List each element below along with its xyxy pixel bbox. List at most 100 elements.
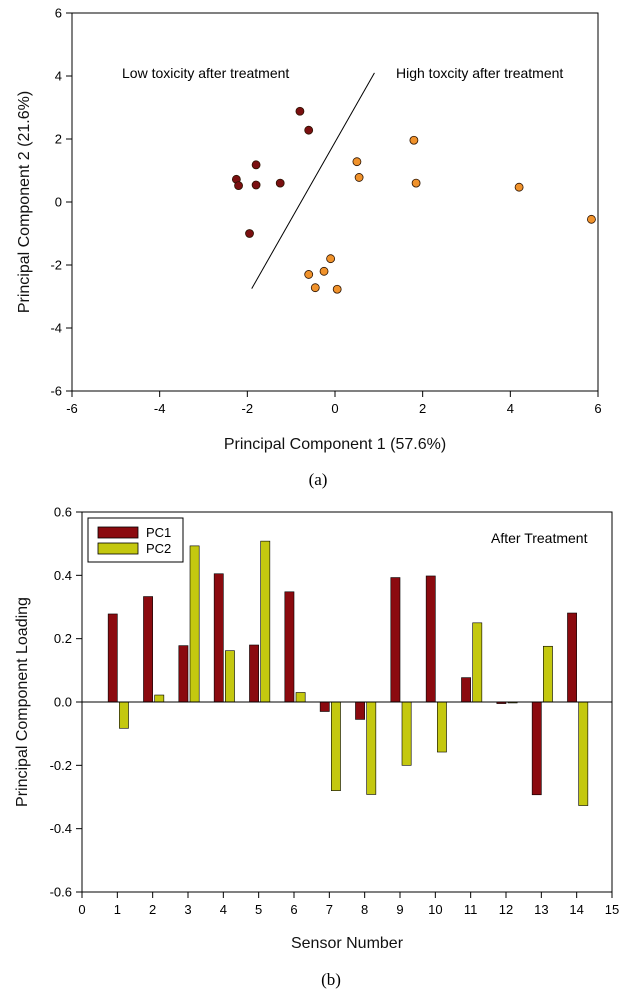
bar-pc2-sensor-6: [295, 692, 306, 703]
bar-pc2-sensor-3: [189, 545, 200, 703]
scatter-panel: -6 -4 -2 0 2 4 6 -6 -4 -2 0 2 4 6 Low toxicity after …: [16, 6, 602, 490]
x-tick-label: -4: [154, 401, 166, 416]
legend: PC1 PC2: [87, 517, 184, 563]
x-tick-label: 14: [569, 902, 583, 917]
bar-pc2-sensor-7: [331, 701, 341, 791]
x-tick-label: 2: [149, 902, 156, 917]
point-high-toxicity: [587, 214, 596, 224]
y-tick-label: 0.2: [54, 631, 72, 646]
x-tick-label: 11: [464, 902, 478, 917]
divider-line: [251, 72, 375, 289]
bar-pc2-sensor-1: [119, 701, 129, 729]
x-tick-label: 5: [255, 902, 262, 917]
bar-panel: 0 1 2 3 4 5 6 7 8 9 10 11 12 13 14 15-0.6-0.4-0.20.00.2…: [14, 505, 619, 990]
x-tick-label: 0: [331, 401, 338, 416]
x-tick-label: 7: [326, 902, 333, 917]
bar-pc1-sensor-3: [178, 645, 189, 703]
point-high-toxicity: [304, 270, 314, 279]
point-high-toxicity: [354, 173, 364, 182]
y-tick-label: 6: [55, 6, 62, 21]
bar-pc1-sensor-7: [319, 701, 330, 712]
legend-label-pc1: PC1: [146, 525, 171, 540]
bar-pc2-sensor-5: [260, 540, 271, 703]
y-tick-label: -0.2: [50, 758, 72, 773]
y-tick-label: -0.6: [50, 885, 72, 900]
bar-pc2-sensor-10: [437, 701, 447, 753]
panel-label-a: (a): [309, 470, 328, 489]
bar-pc1-sensor-11: [461, 677, 471, 703]
bars: [107, 540, 589, 806]
x-tick-label: 6: [290, 902, 297, 917]
x-tick-label: 2: [419, 401, 426, 416]
bar-pc1-sensor-6: [284, 591, 295, 703]
bar-pc1-sensor-1: [107, 613, 118, 703]
y-tick-label: -4: [50, 321, 62, 336]
y-tick-label: -2: [50, 258, 62, 273]
point-high-toxicity: [514, 182, 524, 192]
point-high-toxicity: [411, 178, 421, 188]
y-tick-label: 0.0: [54, 695, 72, 710]
bar-pc2-sensor-4: [225, 650, 235, 703]
bar-pc2-sensor-9: [401, 701, 412, 766]
panel-label-b: (b): [321, 970, 341, 989]
x-tick-label: 12: [499, 902, 513, 917]
x-tick-label: 6: [594, 401, 601, 416]
scatter-points: [231, 106, 596, 294]
x-tick-label: 9: [396, 902, 403, 917]
bar-pc1-sensor-10: [425, 575, 436, 703]
x-tick-label: 4: [507, 401, 514, 416]
y-tick-label: -0.4: [50, 821, 72, 836]
bar-ticks: 0 1 2 3 4 5 6 7 8 9 10 11 12 13 14 15-0.6-0.4-0.20.00.2…: [50, 505, 620, 918]
y-tick-label: -6: [50, 384, 62, 399]
x-tick-label: -2: [242, 401, 254, 416]
x-tick-label: 13: [534, 902, 548, 917]
y-tick-label: 0.4: [54, 568, 72, 583]
x-axis-title: Principal Component 1 (57.6%): [224, 436, 446, 453]
x-axis-title: Sensor Number: [291, 935, 404, 952]
legend-swatch-pc1: [97, 526, 139, 539]
y-tick-label: 2: [55, 132, 62, 147]
x-tick-label: 3: [184, 902, 191, 917]
point-low-toxicity: [251, 180, 261, 190]
point-high-toxicity: [319, 266, 329, 276]
point-low-toxicity: [295, 106, 305, 116]
x-tick-label: 10: [428, 902, 442, 917]
point-low-toxicity: [245, 229, 254, 238]
point-high-toxicity: [310, 283, 320, 293]
annotation-after-treatment: After Treatment: [491, 530, 588, 546]
legend-frame: [87, 517, 184, 563]
bar-pc2-sensor-13: [543, 645, 553, 703]
bar-pc2-sensor-8: [366, 701, 377, 795]
point-low-toxicity: [275, 178, 285, 188]
point-high-toxicity: [352, 157, 362, 167]
bar-pc2-sensor-2: [154, 694, 165, 703]
bar-pc1-sensor-2: [143, 596, 153, 703]
point-low-toxicity: [234, 181, 243, 191]
point-high-toxicity: [326, 254, 336, 264]
bar-pc1-sensor-14: [567, 612, 577, 703]
x-tick-label: 1: [114, 902, 121, 917]
y-tick-label: 4: [55, 69, 62, 84]
bar-pc1-sensor-13: [531, 701, 542, 796]
y-axis-title: Principal Component Loading: [14, 597, 31, 807]
annotation-low-toxicity: Low toxicity after treatment: [122, 65, 289, 81]
point-high-toxicity: [409, 135, 419, 145]
y-tick-label: 0: [55, 195, 62, 210]
x-tick-label: 8: [361, 902, 368, 917]
legend-swatch-pc2: [97, 542, 139, 555]
y-axis-title: Principal Component 2 (21.6%): [16, 91, 33, 313]
x-tick-label: 0: [78, 902, 85, 917]
point-high-toxicity: [332, 284, 342, 294]
bar-pc1-sensor-5: [249, 644, 259, 703]
x-tick-label: 15: [605, 902, 619, 917]
scatter-ticks: -6 -4 -2 0 2 4 6 -6 -4 -2 0 2 4 6: [50, 6, 601, 417]
point-low-toxicity: [304, 125, 314, 135]
bar-pc1-sensor-9: [390, 577, 401, 703]
bar-pc2-sensor-11: [472, 622, 483, 703]
y-tick-label: 0.6: [54, 505, 72, 520]
legend-label-pc2: PC2: [146, 541, 171, 556]
bar-pc1-sensor-8: [355, 701, 365, 720]
point-low-toxicity: [251, 160, 261, 170]
x-tick-label: 4: [220, 902, 227, 917]
